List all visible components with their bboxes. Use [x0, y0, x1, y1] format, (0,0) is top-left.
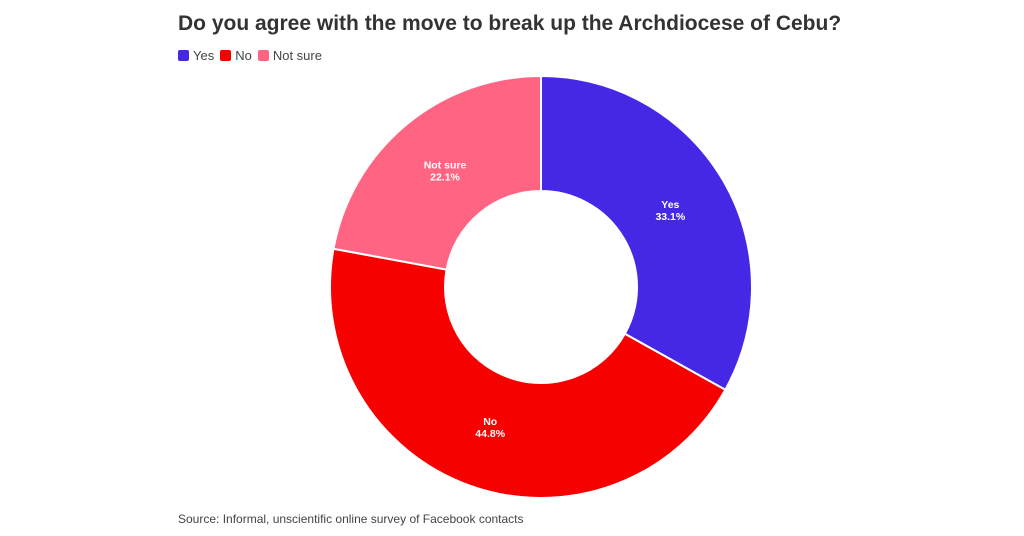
- slice-label-yes: Yes: [661, 199, 679, 211]
- legend-swatch-yes: [178, 50, 189, 61]
- legend-label-not-sure: Not sure: [272, 48, 322, 63]
- legend-label-no: No: [235, 48, 252, 63]
- chart-source: Source: Informal, unscientific online su…: [178, 512, 524, 526]
- chart-legend: Yes No Not sure: [178, 48, 328, 63]
- legend-item-no[interactable]: No: [220, 48, 252, 63]
- legend-label-yes: Yes: [193, 48, 215, 63]
- slice-label-not-sure: Not sure: [424, 160, 467, 172]
- slice-value-no: 44.8%: [475, 428, 505, 440]
- donut-slice-yes[interactable]: [540, 74, 753, 392]
- chart-title: Do you agree with the move to break up t…: [178, 12, 842, 35]
- slice-label-no: No: [483, 416, 497, 428]
- legend-item-yes[interactable]: Yes: [178, 48, 214, 63]
- slice-value-yes: 33.1%: [655, 211, 685, 223]
- donut-slice-no[interactable]: [329, 247, 727, 499]
- legend-item-not-sure[interactable]: Not sure: [257, 48, 322, 63]
- legend-swatch-no: [220, 50, 232, 61]
- legend-swatch-not-sure: [257, 50, 269, 61]
- donut-slice-not-sure[interactable]: [332, 74, 542, 271]
- slice-value-not-sure: 22.1%: [430, 172, 460, 184]
- donut-slices: [329, 74, 753, 499]
